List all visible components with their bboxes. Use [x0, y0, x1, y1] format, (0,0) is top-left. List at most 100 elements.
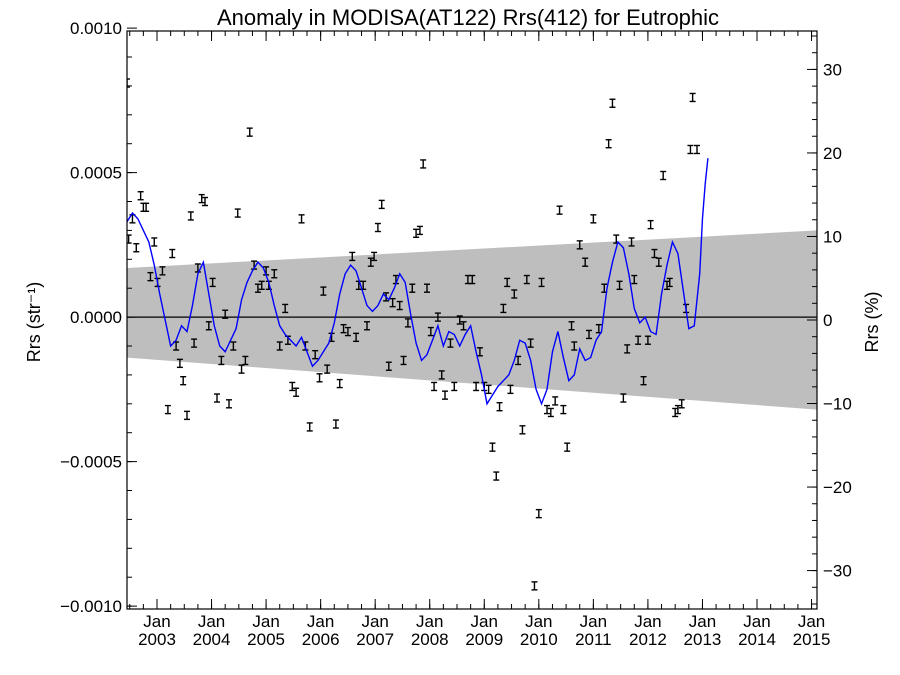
data-point-17 — [184, 410, 190, 421]
data-point-35 — [254, 283, 261, 293]
left-tick-label: −0.0010 — [60, 597, 122, 616]
data-point-74 — [413, 228, 420, 239]
data-point-67 — [385, 361, 392, 371]
data-point-77 — [424, 283, 430, 293]
data-point-15 — [176, 358, 183, 369]
data-point-64 — [374, 222, 381, 233]
data-point-27 — [222, 309, 229, 319]
data-point-78 — [427, 326, 434, 337]
data-point-94 — [493, 471, 500, 481]
right-axis-label: Rrs (%) — [862, 292, 882, 353]
data-point-139 — [674, 404, 681, 415]
data-point-81 — [438, 370, 445, 380]
data-point-83 — [447, 338, 454, 348]
data-point-126 — [624, 344, 631, 354]
data-point-71 — [400, 355, 407, 366]
data-point-138 — [672, 407, 679, 418]
data-point-115 — [576, 240, 583, 250]
data-point-108 — [547, 407, 554, 418]
data-point-22 — [202, 196, 208, 207]
data-point-130 — [640, 375, 647, 386]
left-tick-label: 0.0000 — [70, 308, 122, 327]
data-point-92 — [485, 384, 492, 395]
data-point-39 — [271, 269, 278, 279]
data-point-93 — [489, 442, 496, 452]
data-point-143 — [689, 92, 696, 103]
data-point-57 — [349, 251, 356, 262]
x-tick-month: Jan — [798, 612, 825, 631]
data-point-99 — [511, 289, 518, 299]
x-tick-month: Jan — [198, 612, 225, 631]
x-tick-year: 2010 — [520, 630, 558, 649]
x-tick-month: Jan — [143, 612, 170, 631]
data-point-61 — [364, 321, 370, 331]
data-point-135 — [660, 170, 667, 181]
data-point-76 — [420, 159, 427, 169]
data-point-137 — [666, 277, 673, 288]
data-point-12 — [164, 404, 171, 415]
data-point-53 — [332, 419, 339, 429]
data-point-101 — [519, 425, 526, 435]
data-point-70 — [396, 300, 403, 311]
data-point-51 — [324, 364, 331, 374]
data-point-32 — [242, 355, 249, 366]
data-point-96 — [500, 303, 507, 314]
x-tick-year: 2003 — [138, 630, 176, 649]
data-point-28 — [226, 399, 232, 409]
plot-content — [127, 78, 817, 591]
data-point-140 — [678, 399, 685, 409]
data-point-36 — [258, 280, 265, 291]
x-tick-month: Jan — [525, 612, 552, 631]
x-tick-year: 2014 — [738, 630, 776, 649]
x-tick-month: Jan — [471, 612, 498, 631]
data-point-129 — [635, 335, 642, 345]
data-point-75 — [416, 225, 423, 236]
data-point-6 — [143, 202, 150, 212]
right-tick-label: −10 — [823, 395, 852, 414]
x-tick-year: 2009 — [465, 630, 503, 649]
data-point-20 — [194, 263, 201, 273]
uncertainty-band — [127, 230, 817, 410]
left-tick-label: 0.0005 — [70, 164, 122, 183]
x-tick-month: Jan — [634, 612, 661, 631]
x-tick-month: Jan — [689, 612, 716, 631]
data-point-100 — [515, 355, 522, 366]
data-point-127 — [628, 237, 635, 247]
data-point-132 — [647, 219, 654, 230]
data-point-30 — [234, 208, 241, 218]
data-point-125 — [620, 393, 627, 403]
data-point-118 — [590, 214, 597, 224]
x-tick-month: Jan — [252, 612, 279, 631]
plot-area — [127, 78, 817, 591]
data-point-19 — [191, 338, 198, 348]
data-point-48 — [312, 349, 319, 360]
x-tick-year: 2008 — [411, 630, 449, 649]
right-tick-label: −20 — [823, 478, 852, 497]
data-point-112 — [564, 442, 571, 452]
data-point-23 — [205, 321, 212, 331]
data-point-84 — [451, 381, 458, 392]
left-axis-label: Rrs (str⁻¹) — [24, 282, 44, 362]
data-point-73 — [409, 283, 416, 293]
right-tick-label: 30 — [823, 60, 842, 79]
data-point-131 — [644, 335, 651, 345]
data-point-8 — [151, 237, 158, 247]
data-point-24 — [209, 277, 216, 288]
data-point-88 — [469, 274, 476, 285]
data-point-89 — [473, 381, 480, 392]
data-point-102 — [523, 274, 530, 285]
left-tick-label: −0.0005 — [60, 453, 122, 472]
right-tick-label: −30 — [823, 562, 852, 581]
data-point-95 — [496, 402, 503, 412]
data-point-11 — [159, 266, 166, 276]
data-point-41 — [282, 303, 289, 314]
data-point-49 — [316, 373, 323, 383]
data-point-1 — [127, 234, 132, 244]
data-point-16 — [180, 375, 187, 386]
x-tick-year: 2012 — [629, 630, 667, 649]
data-point-111 — [560, 404, 567, 415]
data-point-50 — [320, 286, 327, 296]
data-point-26 — [218, 355, 225, 366]
x-tick-year: 2006 — [302, 630, 340, 649]
